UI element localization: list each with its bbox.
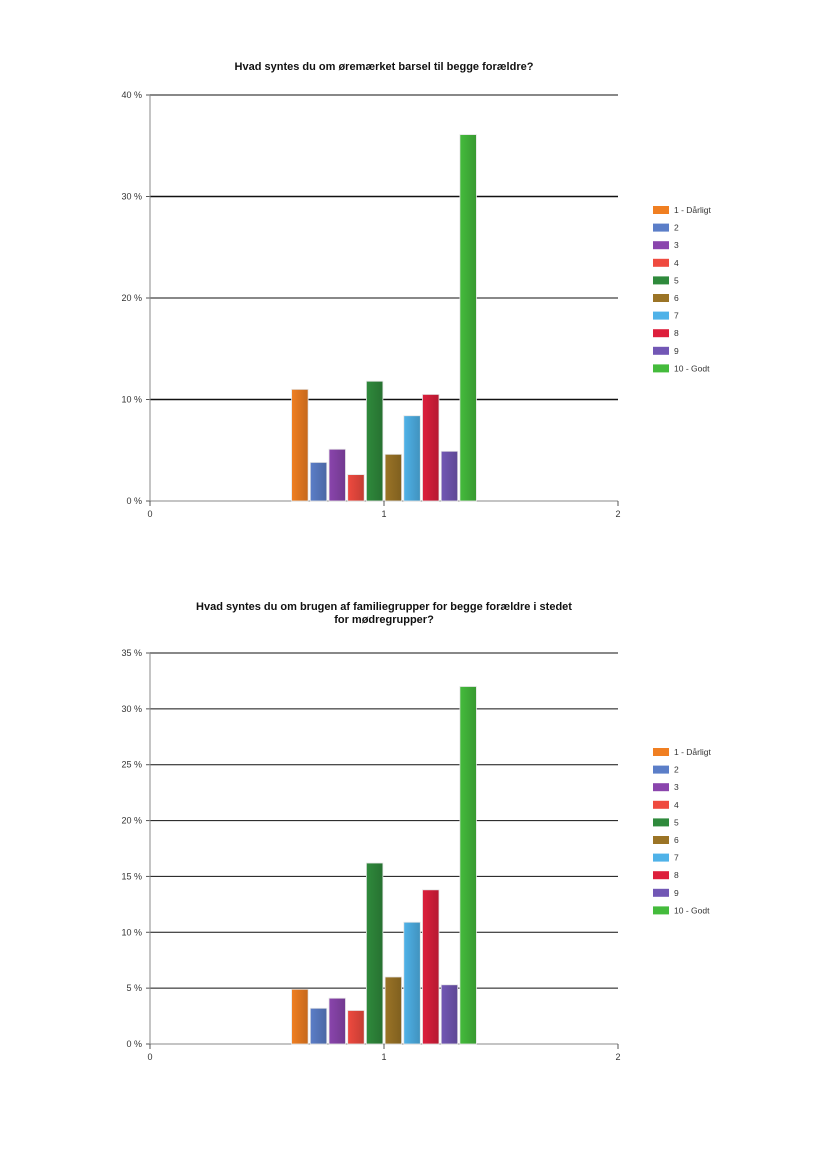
y-tick-label: 10 %	[121, 927, 142, 937]
x-tick-label: 0	[147, 509, 152, 519]
y-tick-label: 40 %	[121, 90, 142, 100]
legend-label: 9	[674, 888, 679, 898]
bar-4	[347, 474, 365, 502]
legend-label: 10 - Godt	[674, 363, 710, 373]
bar-2	[309, 1007, 328, 1045]
x-tick-label: 0	[147, 1052, 152, 1062]
legend-swatch	[653, 853, 669, 862]
legend-swatch	[653, 276, 669, 285]
legend-label: 10 - Godt	[674, 905, 710, 915]
legend-label: 3	[674, 782, 679, 792]
legend-swatch	[653, 258, 669, 267]
legend-label: 2	[674, 223, 679, 233]
legend-label: 8	[674, 870, 679, 880]
y-tick-label: 25 %	[121, 760, 142, 770]
bar-5	[365, 862, 384, 1045]
legend-label: 7	[674, 311, 679, 321]
bar-2	[309, 462, 328, 502]
x-tick-label: 1	[381, 1052, 386, 1062]
bar-6	[384, 453, 403, 502]
legend-label: 6	[674, 835, 679, 845]
legend-label: 1 - Dårligt	[674, 205, 711, 215]
bar-1-d-rligt	[291, 988, 309, 1045]
legend-swatch	[653, 748, 669, 756]
legend-label: 4	[674, 258, 679, 268]
legend-swatch	[653, 241, 669, 250]
chart-title-line: Hvad syntes du om brugen af familiegrupp…	[196, 601, 572, 613]
bar-8	[422, 394, 440, 502]
y-tick-label: 5 %	[126, 983, 142, 993]
legend-swatch	[653, 906, 669, 915]
chart-oremaerket-barsel: Hvad syntes du om øremærket barsel til b…	[0, 40, 827, 540]
legend-swatch	[653, 206, 669, 214]
legend-swatch	[653, 346, 669, 355]
legend-swatch	[653, 888, 669, 897]
y-tick-label: 20 %	[121, 816, 142, 826]
y-tick-label: 15 %	[121, 871, 142, 881]
legend-label: 4	[674, 800, 679, 810]
bar-10-godt	[459, 134, 477, 502]
legend-label: 5	[674, 275, 679, 285]
chart-svg: Hvad syntes du om brugen af familiegrupp…	[121, 601, 711, 1062]
legend-swatch	[653, 364, 669, 373]
legend-label: 9	[674, 346, 679, 356]
legend-swatch	[653, 294, 669, 302]
bar-9	[440, 984, 459, 1045]
legend-swatch	[653, 223, 669, 232]
bar-6	[384, 976, 403, 1045]
y-tick-label: 30 %	[121, 704, 142, 714]
chart-title-line: Hvad syntes du om øremærket barsel til b…	[235, 61, 534, 73]
bar-3	[328, 448, 346, 502]
legend-label: 1 - Dårligt	[674, 747, 711, 757]
bar-9	[440, 450, 459, 502]
x-tick-label: 2	[615, 1052, 620, 1062]
legend-label: 5	[674, 817, 679, 827]
bar-1-d-rligt	[291, 388, 309, 502]
chart-title-line: for mødregrupper?	[334, 614, 434, 626]
y-tick-label: 0 %	[126, 496, 142, 506]
legend-label: 7	[674, 853, 679, 863]
legend-swatch	[653, 783, 669, 792]
bar-7	[403, 921, 421, 1045]
bar-4	[347, 1010, 365, 1045]
legend-label: 3	[674, 240, 679, 250]
legend-swatch	[653, 311, 669, 320]
legend-swatch	[653, 836, 669, 844]
bar-3	[328, 997, 346, 1045]
bar-8	[422, 889, 440, 1045]
legend-label: 6	[674, 293, 679, 303]
y-tick-label: 10 %	[121, 395, 142, 405]
legend-swatch	[653, 329, 669, 338]
legend-swatch	[653, 800, 669, 809]
y-tick-label: 30 %	[121, 192, 142, 202]
bar-5	[365, 380, 384, 502]
chart-familiegrupper: Hvad syntes du om brugen af familiegrupp…	[0, 590, 827, 1090]
y-tick-label: 20 %	[121, 293, 142, 303]
legend-label: 8	[674, 328, 679, 338]
y-tick-label: 35 %	[121, 648, 142, 658]
legend-swatch	[653, 871, 669, 880]
legend-label: 2	[674, 765, 679, 775]
y-tick-label: 0 %	[126, 1039, 142, 1049]
legend-swatch	[653, 818, 669, 827]
x-tick-label: 1	[381, 509, 386, 519]
bar-7	[403, 415, 421, 502]
bar-10-godt	[459, 686, 477, 1045]
chart-svg: Hvad syntes du om øremærket barsel til b…	[121, 61, 711, 519]
legend-swatch	[653, 765, 669, 774]
x-tick-label: 2	[615, 509, 620, 519]
